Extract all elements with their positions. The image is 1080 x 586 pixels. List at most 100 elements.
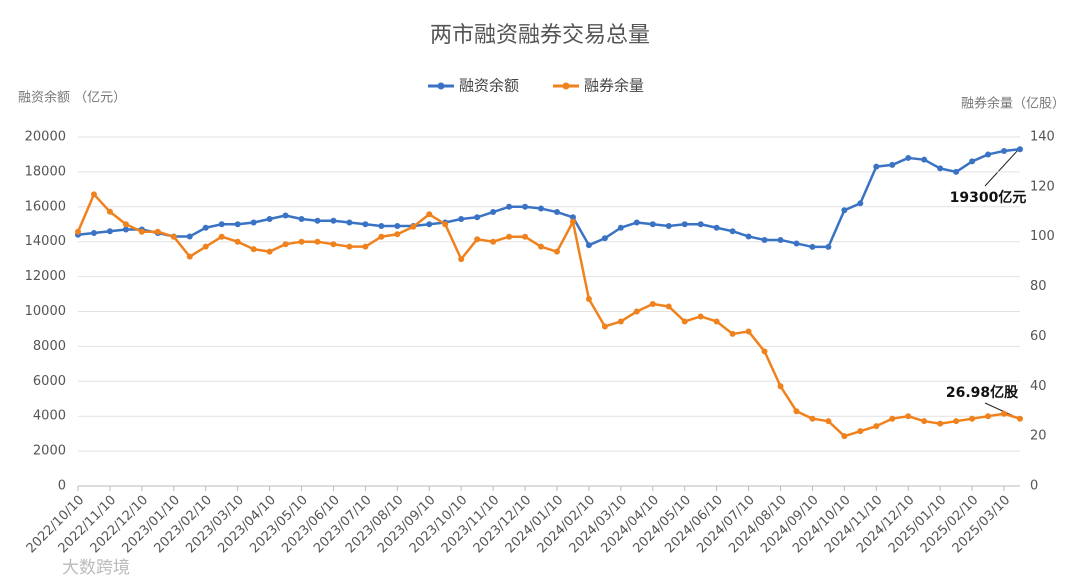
point [122, 226, 129, 233]
point [234, 238, 241, 245]
point [490, 209, 497, 216]
point [857, 428, 864, 435]
point [394, 222, 401, 229]
legend-marker [437, 82, 445, 90]
point [601, 323, 608, 330]
point [538, 205, 545, 212]
y-tick-label: 14000 [25, 234, 66, 249]
watermark: 大数跨境 [62, 558, 130, 578]
legend-marker [562, 82, 570, 90]
point [266, 248, 273, 255]
point [697, 221, 704, 228]
y-tick-label: 16000 [25, 199, 66, 214]
point [234, 221, 241, 228]
point [1017, 146, 1023, 153]
point [1001, 410, 1008, 417]
y2-tick-label: 120 [1030, 179, 1055, 194]
point [889, 161, 896, 168]
annotation: 19300亿元 [950, 189, 1027, 206]
point [186, 233, 193, 240]
point [649, 301, 656, 308]
point [106, 208, 113, 215]
point [585, 242, 592, 249]
point [729, 228, 736, 235]
point [617, 318, 624, 325]
point [665, 222, 672, 229]
y2-tick-label: 80 [1030, 279, 1047, 294]
point [474, 236, 481, 243]
legend-label: 融券余量 [584, 77, 644, 95]
point [346, 219, 353, 226]
annotation: 26.98亿股 [946, 384, 1019, 401]
point [122, 221, 129, 228]
point [969, 415, 976, 422]
point [170, 233, 177, 240]
point [649, 221, 656, 228]
point [921, 156, 928, 163]
point [154, 228, 161, 235]
point [745, 233, 752, 240]
point [266, 216, 273, 223]
y-tick-label: 20000 [25, 130, 66, 145]
point [665, 303, 672, 310]
point [761, 348, 768, 355]
point [553, 209, 560, 216]
point [362, 221, 369, 228]
point [330, 241, 337, 248]
point [617, 224, 624, 231]
point [569, 218, 576, 225]
y-axis-title: 融资余额 （亿元） [18, 90, 126, 106]
point [314, 217, 321, 224]
point [282, 212, 289, 219]
point [681, 318, 688, 325]
point [777, 383, 784, 390]
point [378, 222, 385, 229]
series-line [76, 193, 1021, 438]
point [873, 423, 880, 430]
point [681, 221, 688, 228]
point [250, 219, 257, 226]
point [633, 308, 640, 315]
point [90, 191, 97, 198]
y-tick-label: 12000 [25, 269, 66, 284]
point [889, 415, 896, 422]
point [1017, 415, 1023, 422]
point [985, 413, 992, 420]
y-tick-label: 4000 [33, 409, 66, 424]
point [793, 408, 800, 415]
y-tick-label: 0 [58, 479, 66, 494]
point [713, 318, 720, 325]
y-tick-label: 18000 [25, 164, 66, 179]
y2-tick-label: 0 [1030, 479, 1038, 494]
point [346, 243, 353, 250]
y2-tick-label: 60 [1030, 329, 1047, 344]
point [729, 330, 736, 337]
point [538, 243, 545, 250]
point [985, 151, 992, 158]
point [553, 248, 560, 255]
point [937, 420, 944, 427]
chart-title: 两市融资融券交易总量 [430, 23, 650, 48]
point [873, 163, 880, 170]
point [458, 256, 465, 263]
point [601, 235, 608, 242]
point [202, 243, 209, 250]
point [106, 228, 113, 235]
point [809, 243, 816, 250]
point [378, 233, 385, 240]
series-line [77, 147, 1021, 249]
point [186, 253, 193, 260]
point [585, 296, 592, 303]
point [218, 221, 225, 228]
point [330, 217, 337, 224]
point [458, 216, 465, 223]
y-tick-label: 2000 [33, 444, 66, 459]
y-tick-label: 10000 [25, 304, 66, 319]
y2-axis-title: 融券余量（亿股） [961, 96, 1065, 112]
point [138, 228, 145, 235]
y2-tick-label: 140 [1030, 130, 1055, 145]
legend-label: 融资余额 [459, 77, 519, 95]
point [298, 238, 305, 245]
point [1001, 147, 1008, 154]
